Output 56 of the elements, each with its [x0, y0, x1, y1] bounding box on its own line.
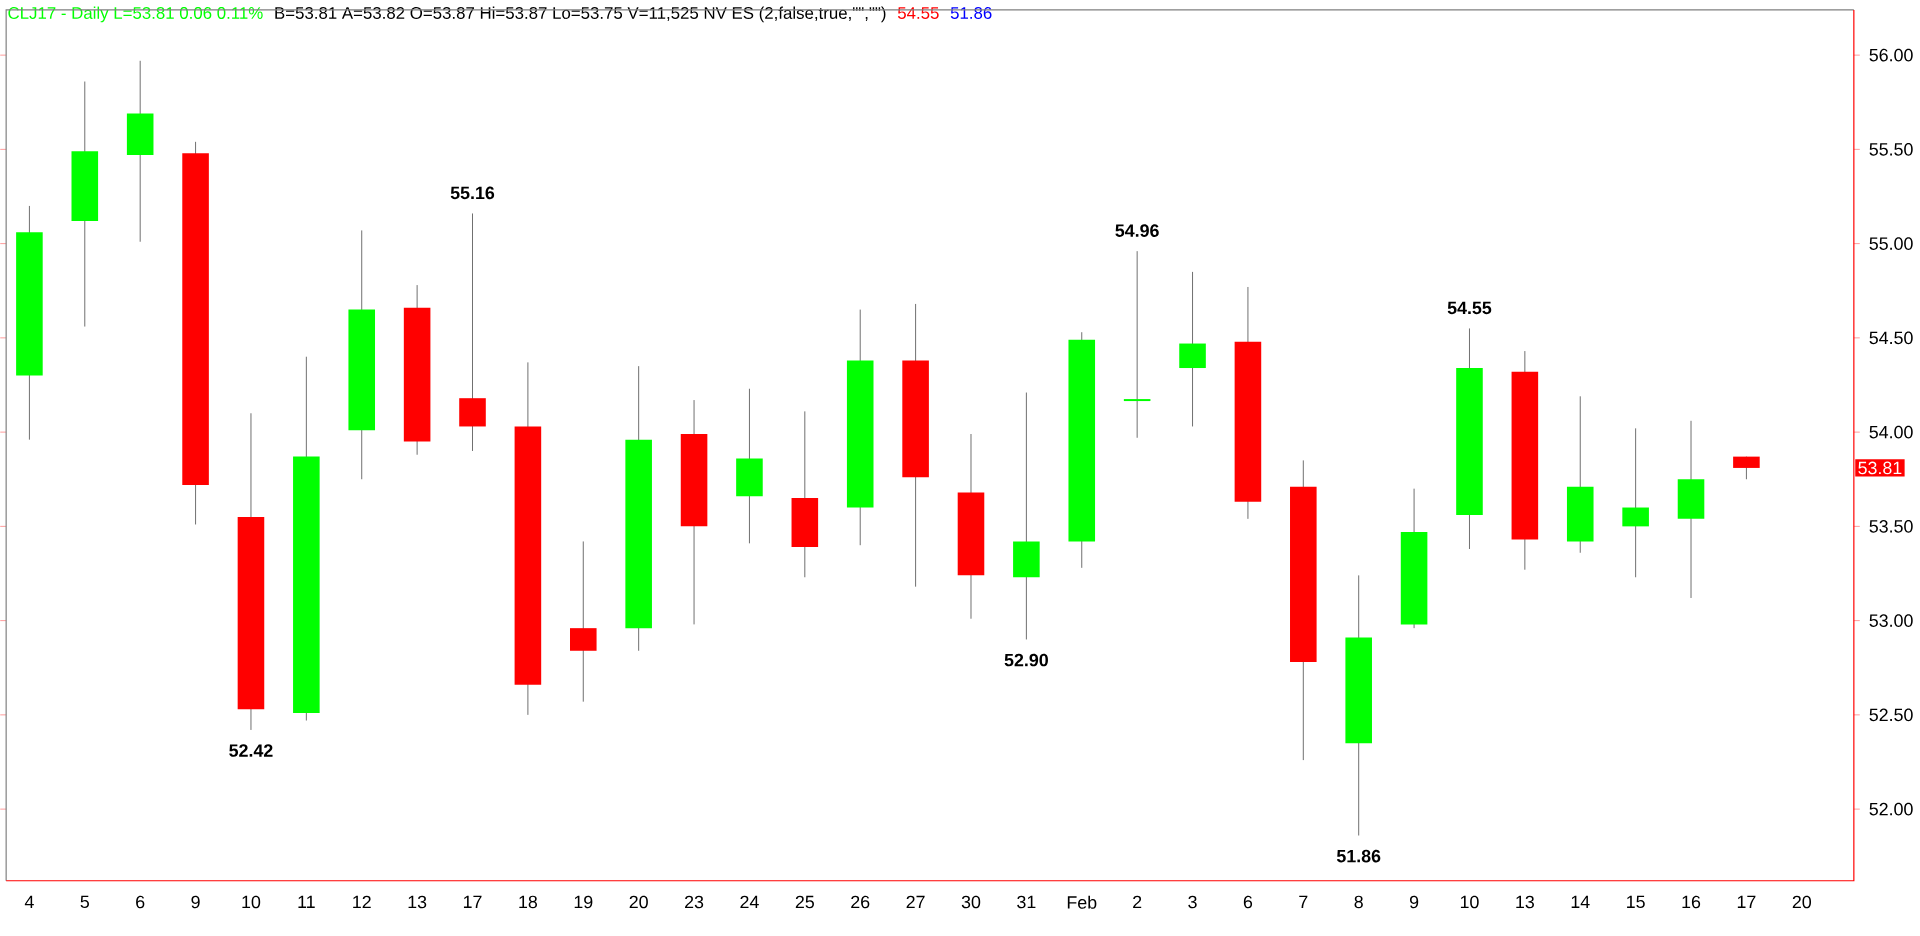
x-tick-label: 30: [961, 895, 981, 909]
y-tick-label: 55.00: [1869, 237, 1913, 250]
x-tick-label: 17: [1737, 895, 1756, 908]
x-tick-label: 19: [574, 895, 593, 909]
annotation: 51.86: [950, 6, 992, 19]
x-tick-label: 2: [1133, 895, 1142, 908]
y-tick-label: 54.50: [1869, 331, 1913, 345]
text: 53.81: [1858, 461, 1902, 475]
candlestick: [1622, 427, 1649, 578]
x-tick-label: 9: [1409, 895, 1419, 909]
x-tick-label: 10: [242, 895, 261, 909]
chart-title: CLJ17 - Daily L=53.81 0.06 0.11%: [8, 6, 263, 23]
y-tick-label: 52.00: [1869, 802, 1913, 816]
x-tick-label: 16: [1682, 895, 1701, 909]
x-tick-label: 9: [191, 895, 200, 909]
x-tick-label: 24: [740, 895, 759, 908]
annotation: 55.16: [450, 186, 495, 200]
annotation: 54.55: [1447, 301, 1492, 315]
x-tick-label: 20: [1792, 895, 1812, 909]
x-tick-label: 26: [851, 895, 870, 909]
x-tick-label: 15: [1627, 895, 1645, 909]
y-tick-label: 53.50: [1869, 519, 1913, 533]
annotation: 52.90: [1004, 653, 1048, 667]
x-tick-label: 6: [1243, 895, 1253, 909]
x-tick-label: 13: [1516, 895, 1534, 909]
y-tick-label: 53.00: [1869, 614, 1913, 627]
x-tick-label: 12: [353, 895, 371, 908]
chart-subtitle: B=53.81 A=53.82 O=53.87 Hi=53.87 Lo=53.75 V=11,525 NV ES (2,false,true,"",""): [275, 6, 886, 23]
annotation: 54.55: [897, 7, 939, 19]
annotation: 54.96: [1115, 224, 1159, 237]
x-tick-label: 8: [1354, 895, 1363, 909]
x-tick-label: 6: [136, 895, 145, 909]
x-tick-label: 10: [1460, 895, 1479, 909]
x-tick-label: 17: [463, 895, 482, 908]
x-tick-label: 31: [1017, 895, 1036, 909]
annotation: 52.42: [229, 744, 273, 757]
y-tick-label: 54.00: [1869, 425, 1913, 439]
y-tick-label: 52.50: [1869, 708, 1913, 722]
annotation: 51.86: [1336, 849, 1381, 863]
x-tick-label: 5: [80, 895, 89, 909]
y-tick-label: 56.00: [1869, 48, 1913, 62]
y-tick-label: 55.50: [1869, 142, 1913, 156]
x-tick-label: 25: [795, 895, 814, 909]
x-tick-label: 13: [408, 895, 427, 909]
x-tick-label: 18: [519, 895, 538, 909]
x-tick-label: Feb: [1067, 895, 1097, 909]
candlestick: [1122, 250, 1152, 439]
x-tick-label: 4: [24, 895, 34, 908]
x-tick-label: 14: [1571, 895, 1590, 908]
x-tick-label: 11: [298, 895, 315, 908]
x-tick-label: 3: [1188, 895, 1197, 909]
x-tick-label: 7: [1299, 895, 1308, 908]
x-tick-label: 23: [685, 895, 704, 909]
x-tick-label: 20: [629, 895, 648, 909]
x-tick-label: 27: [906, 895, 925, 908]
candlestick: [459, 212, 486, 452]
